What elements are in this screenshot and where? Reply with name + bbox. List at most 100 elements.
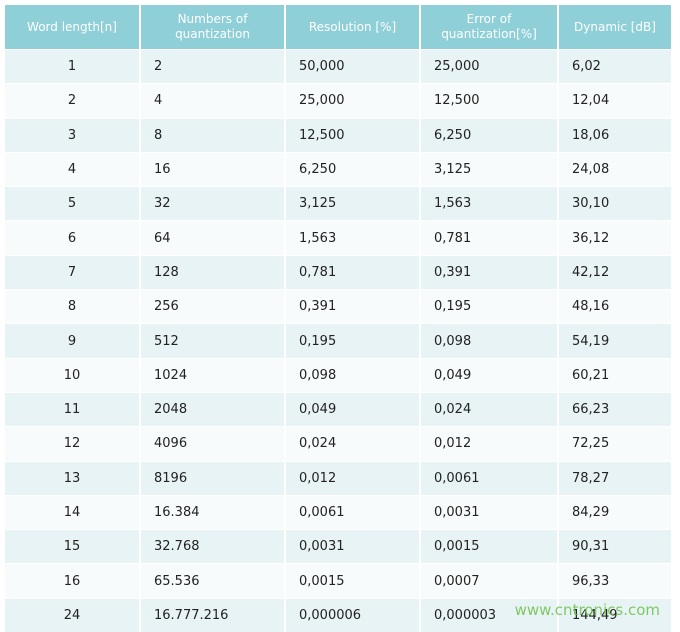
table-cell: 36,12 bbox=[558, 220, 673, 256]
table-cell: 0,0007 bbox=[420, 563, 559, 599]
table-cell: 64 bbox=[140, 220, 286, 256]
table-cell: 0,049 bbox=[420, 357, 559, 393]
table-cell: 15 bbox=[5, 529, 141, 564]
table-cell: 0,024 bbox=[285, 426, 421, 462]
table-cell: 84,29 bbox=[558, 494, 673, 530]
table-cell: 0,391 bbox=[420, 254, 559, 290]
table-cell: 512 bbox=[140, 323, 286, 359]
table-cell: 25,000 bbox=[420, 48, 559, 84]
table-cell: 32 bbox=[140, 186, 286, 221]
table-row: 6 64 1,563 0,781 36,12 bbox=[5, 220, 673, 256]
header-text: Resolution [%] bbox=[308, 19, 397, 34]
table-cell: 9 bbox=[5, 323, 141, 359]
table-cell: 1 bbox=[5, 48, 141, 84]
table-cell: 0,195 bbox=[420, 289, 559, 324]
table-cell: 0,781 bbox=[420, 220, 559, 256]
table-cell: 6 bbox=[5, 220, 141, 256]
table-cell: 11 bbox=[5, 391, 141, 427]
table-cell: 16 bbox=[5, 563, 141, 599]
table-cell: 12,500 bbox=[285, 117, 421, 153]
table-cell: 24,08 bbox=[558, 151, 673, 187]
table-cell: 8 bbox=[5, 289, 141, 324]
table-row: 13 8196 0,012 0,0061 78,27 bbox=[5, 460, 673, 496]
table-cell: 6,250 bbox=[420, 117, 559, 153]
table-cell: 2048 bbox=[140, 391, 286, 427]
table-cell: 12 bbox=[5, 426, 141, 462]
header-text: Word length[n] bbox=[27, 19, 117, 34]
table-cell: 12,04 bbox=[558, 83, 673, 119]
table-row: 1 2 50,000 25,000 6,02 bbox=[5, 48, 673, 84]
table-cell: 0,0015 bbox=[285, 563, 421, 599]
table-cell: 0,049 bbox=[285, 391, 421, 427]
table-cell: 16.777.216 bbox=[140, 597, 286, 632]
table-cell: 25,000 bbox=[285, 83, 421, 119]
table-cell: 0,012 bbox=[420, 426, 559, 462]
table-cell: 60,21 bbox=[558, 357, 673, 393]
header-text: Numbers of bbox=[177, 12, 248, 26]
table-cell: 1,563 bbox=[285, 220, 421, 256]
table-cell: 14 bbox=[5, 494, 141, 530]
table-cell: 78,27 bbox=[558, 460, 673, 496]
table-cell: 0,098 bbox=[285, 357, 421, 393]
table-cell: 5 bbox=[5, 186, 141, 221]
table-cell: 3,125 bbox=[285, 186, 421, 221]
table-row: 2 4 25,000 12,500 12,04 bbox=[5, 83, 673, 119]
table-cell: 16.384 bbox=[140, 494, 286, 530]
header-text: quantization bbox=[175, 27, 250, 41]
table-cell: 2 bbox=[140, 48, 286, 84]
table-cell: 48,16 bbox=[558, 289, 673, 324]
table-cell: 8196 bbox=[140, 460, 286, 496]
table-cell: 13 bbox=[5, 460, 141, 496]
table-cell: 0,0031 bbox=[285, 529, 421, 564]
table-row: 4 16 6,250 3,125 24,08 bbox=[5, 151, 673, 187]
table-cell: 30,10 bbox=[558, 186, 673, 221]
table-row: 14 16.384 0,0061 0,0031 84,29 bbox=[5, 494, 673, 530]
table-cell: 0,391 bbox=[285, 289, 421, 324]
table-cell: 6,02 bbox=[558, 48, 673, 84]
table-cell: 65.536 bbox=[140, 563, 286, 599]
table-row: 15 32.768 0,0031 0,0015 90,31 bbox=[5, 529, 673, 564]
watermark: www.cntronics.com bbox=[514, 601, 660, 619]
table-cell: 0,024 bbox=[420, 391, 559, 427]
table-cell: 24 bbox=[5, 597, 141, 632]
table-row: 12 4096 0,024 0,012 72,25 bbox=[5, 426, 673, 462]
header-text: Dynamic [dB] bbox=[574, 19, 656, 34]
table-cell: 72,25 bbox=[558, 426, 673, 462]
table-cell: 42,12 bbox=[558, 254, 673, 290]
data-table: Word length[n] Numbers of quantization Reso… bbox=[5, 5, 673, 632]
table-cell: 10 bbox=[5, 357, 141, 393]
table-cell: 1024 bbox=[140, 357, 286, 393]
table-cell: 66,23 bbox=[558, 391, 673, 427]
table-cell: 0,195 bbox=[285, 323, 421, 359]
table-cell: 0,0061 bbox=[285, 494, 421, 530]
table-cell: 6,250 bbox=[285, 151, 421, 187]
table-cell: 256 bbox=[140, 289, 286, 324]
table-cell: 0,012 bbox=[285, 460, 421, 496]
table-row: 7 128 0,781 0,391 42,12 bbox=[5, 254, 673, 290]
table-cell: 18,06 bbox=[558, 117, 673, 153]
table-cell: 54,19 bbox=[558, 323, 673, 359]
header-text: quantization[%] bbox=[441, 27, 537, 41]
table-cell: 12,500 bbox=[420, 83, 559, 119]
table-cell: 4 bbox=[140, 83, 286, 119]
header-cell: Numbers of quantization bbox=[140, 5, 286, 50]
table-row: 10 1024 0,098 0,049 60,21 bbox=[5, 357, 673, 393]
header-cell: Word length[n] bbox=[5, 5, 141, 50]
table-row: 9 512 0,195 0,098 54,19 bbox=[5, 323, 673, 359]
table-cell: 16 bbox=[140, 151, 286, 187]
table-cell: 3 bbox=[5, 117, 141, 153]
header-row: Word length[n] Numbers of quantization Reso… bbox=[5, 5, 673, 50]
table-cell: 3,125 bbox=[420, 151, 559, 187]
header-cell: Dynamic [dB] bbox=[558, 5, 673, 50]
table-cell: 0,000006 bbox=[285, 597, 421, 632]
table-row: 8 256 0,391 0,195 48,16 bbox=[5, 289, 673, 324]
table-cell: 90,31 bbox=[558, 529, 673, 564]
table-row: 3 8 12,500 6,250 18,06 bbox=[5, 117, 673, 153]
table-cell: 0,098 bbox=[420, 323, 559, 359]
table-cell: 1,563 bbox=[420, 186, 559, 221]
table-cell: 8 bbox=[140, 117, 286, 153]
table-cell: 0,0061 bbox=[420, 460, 559, 496]
table-cell: 50,000 bbox=[285, 48, 421, 84]
table-cell: 2 bbox=[5, 83, 141, 119]
table-row: 16 65.536 0,0015 0,0007 96,33 bbox=[5, 563, 673, 599]
